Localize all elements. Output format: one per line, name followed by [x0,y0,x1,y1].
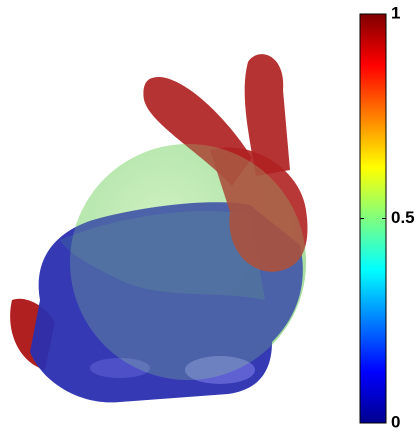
tick-label: 0 [391,412,400,431]
tick-label: 0.5 [391,208,415,227]
bunny-render [10,54,307,402]
sphere-overlay [70,144,306,380]
tick-label: 1 [391,3,400,22]
figure: 00.51 [0,0,418,435]
